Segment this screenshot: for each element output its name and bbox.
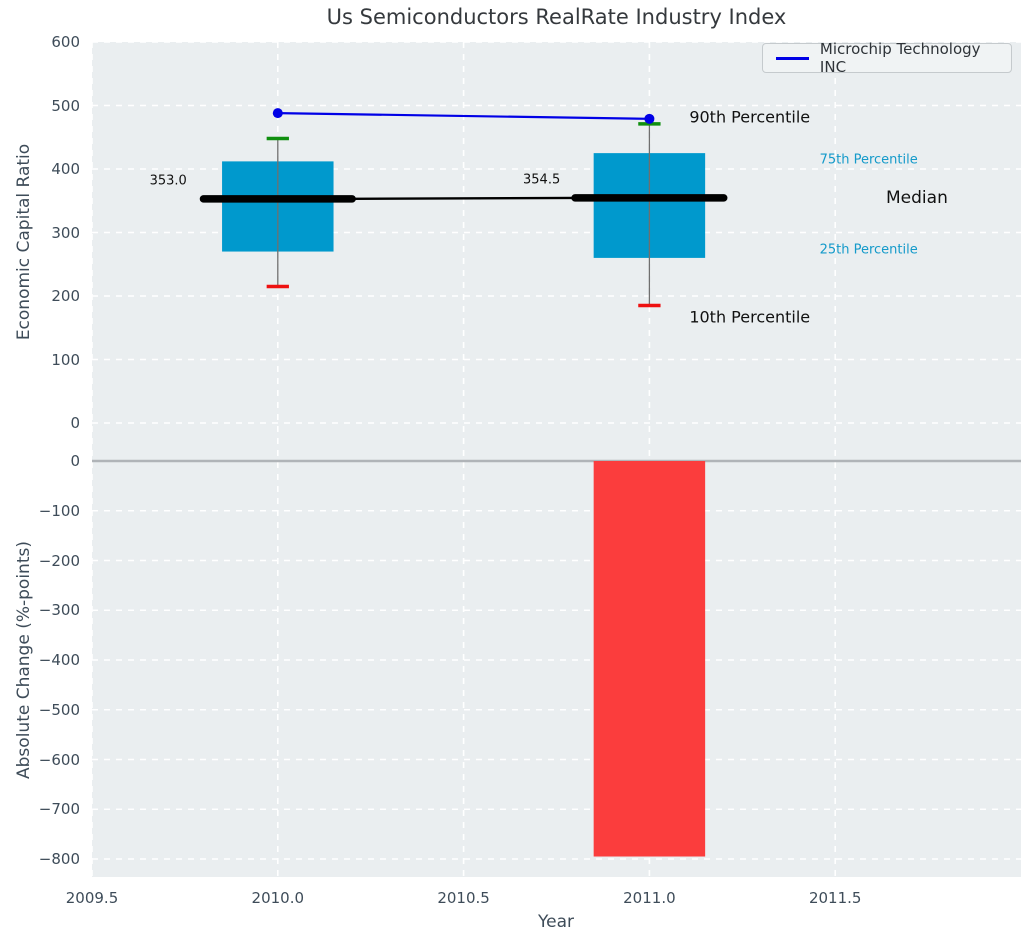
legend-entry-label: Microchip Technology INC xyxy=(819,40,981,76)
legend[interactable]: Microchip Technology INC xyxy=(762,40,1012,76)
y-axis-label-bottom: Absolute Change (%-points) xyxy=(14,541,34,779)
median-connector xyxy=(352,196,576,201)
x-axis-label: Year xyxy=(538,912,574,932)
chart-title: Us Semiconductors RealRate Industry Inde… xyxy=(326,5,787,29)
series-line xyxy=(277,112,650,120)
series-point-2010[interactable] xyxy=(272,108,283,119)
series-point-2011[interactable] xyxy=(644,113,655,124)
legend-line-sample-icon xyxy=(776,56,809,60)
y-axis-label-top: Economic Capital Ratio xyxy=(14,143,34,341)
change-bar-2011[interactable] xyxy=(593,461,706,857)
